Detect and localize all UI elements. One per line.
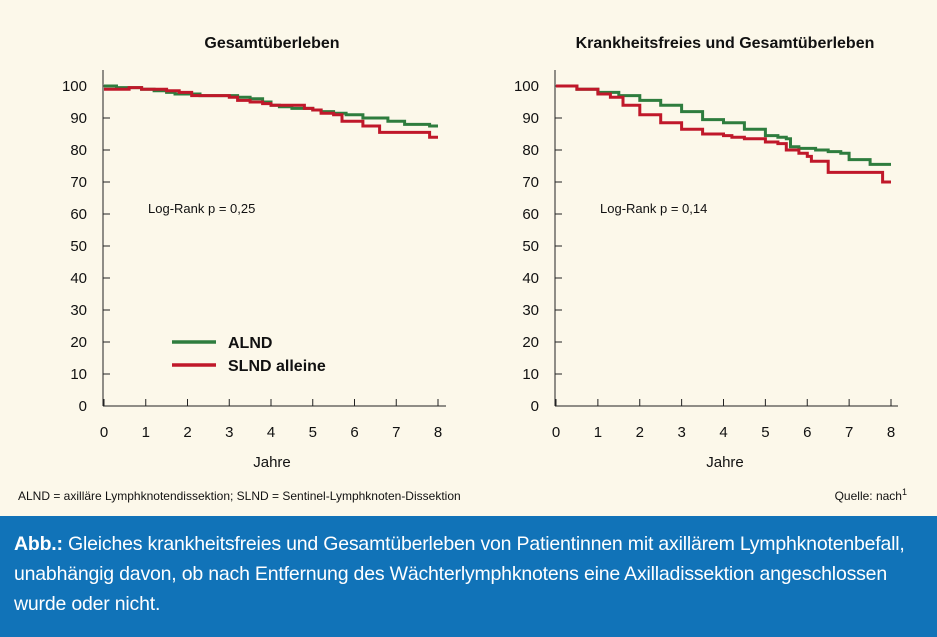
- y-tick-label: 100: [62, 78, 87, 95]
- y-tick-label: 80: [70, 142, 87, 159]
- x-tick-label: 1: [594, 424, 602, 441]
- ticks: 0 10 20 30 40 50 60 70 80 90 100 0 1 2 3 4 5 6 7 8: [62, 78, 442, 441]
- chart-panel-gesamtueberleben: Gesamtüberleben Log-Rank p = 0,25 Jahre …: [62, 35, 446, 471]
- y-tick-label: 10: [70, 366, 87, 383]
- y-tick-label: 30: [70, 302, 87, 319]
- y-tick-label: 70: [522, 174, 539, 191]
- y-tick-label: 20: [522, 334, 539, 351]
- x-tick-label: 4: [719, 424, 727, 441]
- x-tick-label: 4: [267, 424, 275, 441]
- source-note: Quelle: nach1: [835, 487, 907, 503]
- x-tick-label: 8: [434, 424, 442, 441]
- figure: Gesamtüberleben Log-Rank p = 0,25 Jahre …: [18, 35, 907, 503]
- x-tick-label: 5: [309, 424, 317, 441]
- x-axis-label: Jahre: [706, 454, 744, 471]
- y-tick-label: 0: [531, 398, 539, 415]
- y-tick-label: 60: [522, 206, 539, 223]
- caption-text: Gleiches krankheitsfreies und Gesamtüber…: [14, 533, 905, 615]
- chart-title: Gesamtüberleben: [204, 35, 339, 52]
- source-note-superscript: 1: [902, 487, 907, 497]
- axes: [554, 70, 898, 407]
- y-tick-label: 0: [79, 398, 87, 415]
- y-tick-label: 70: [70, 174, 87, 191]
- legend-label-alnd: ALND: [228, 335, 272, 352]
- x-tick-label: 3: [677, 424, 685, 441]
- x-tick-label: 1: [142, 424, 150, 441]
- y-tick-label: 50: [522, 238, 539, 255]
- y-tick-label: 20: [70, 334, 87, 351]
- series-line-slnd-alleine: [104, 86, 438, 139]
- y-tick-label: 100: [514, 78, 539, 95]
- x-tick-label: 0: [552, 424, 560, 441]
- y-tick-label: 40: [70, 270, 87, 287]
- chart-panel-krankheitsfreies: Krankheitsfreies und Gesamtüberleben Log…: [514, 35, 898, 471]
- ticks: 0 10 20 30 40 50 60 70 80 90 100 0 1 2 3 4 5 6 7 8: [514, 78, 895, 441]
- log-rank-annotation: Log-Rank p = 0,14: [600, 201, 707, 216]
- axes: [102, 70, 446, 407]
- legend: ALND SLND alleine: [172, 335, 326, 375]
- x-tick-label: 7: [845, 424, 853, 441]
- x-tick-label: 5: [761, 424, 769, 441]
- y-tick-label: 40: [522, 270, 539, 287]
- series-lines: [556, 84, 891, 184]
- y-tick-label: 60: [70, 206, 87, 223]
- y-tick-label: 50: [70, 238, 87, 255]
- x-tick-label: 3: [225, 424, 233, 441]
- x-tick-label: 2: [636, 424, 644, 441]
- caption-lead: Abb.:: [14, 533, 63, 555]
- x-tick-label: 8: [887, 424, 895, 441]
- x-tick-label: 6: [350, 424, 358, 441]
- chart-title: Krankheitsfreies und Gesamtüberleben: [576, 35, 875, 52]
- figure-caption: Abb.: Gleiches krankheitsfreies und Gesa…: [0, 516, 937, 637]
- y-tick-label: 10: [522, 366, 539, 383]
- series-line-alnd: [556, 84, 891, 166]
- x-tick-label: 6: [803, 424, 811, 441]
- y-tick-label: 90: [70, 110, 87, 127]
- abbreviation-footnote: ALND = axilläre Lymphknotendissektion; S…: [18, 489, 461, 503]
- legend-label-slnd: SLND alleine: [228, 358, 326, 375]
- series-lines: [104, 84, 438, 139]
- x-tick-label: 2: [183, 424, 191, 441]
- x-tick-label: 0: [100, 424, 108, 441]
- y-tick-label: 90: [522, 110, 539, 127]
- y-tick-label: 30: [522, 302, 539, 319]
- y-tick-label: 80: [522, 142, 539, 159]
- source-note-text: Quelle: nach: [835, 489, 902, 503]
- x-tick-label: 7: [392, 424, 400, 441]
- log-rank-annotation: Log-Rank p = 0,25: [148, 201, 255, 216]
- series-line-slnd-alleine: [556, 84, 891, 184]
- x-axis-label: Jahre: [253, 454, 291, 471]
